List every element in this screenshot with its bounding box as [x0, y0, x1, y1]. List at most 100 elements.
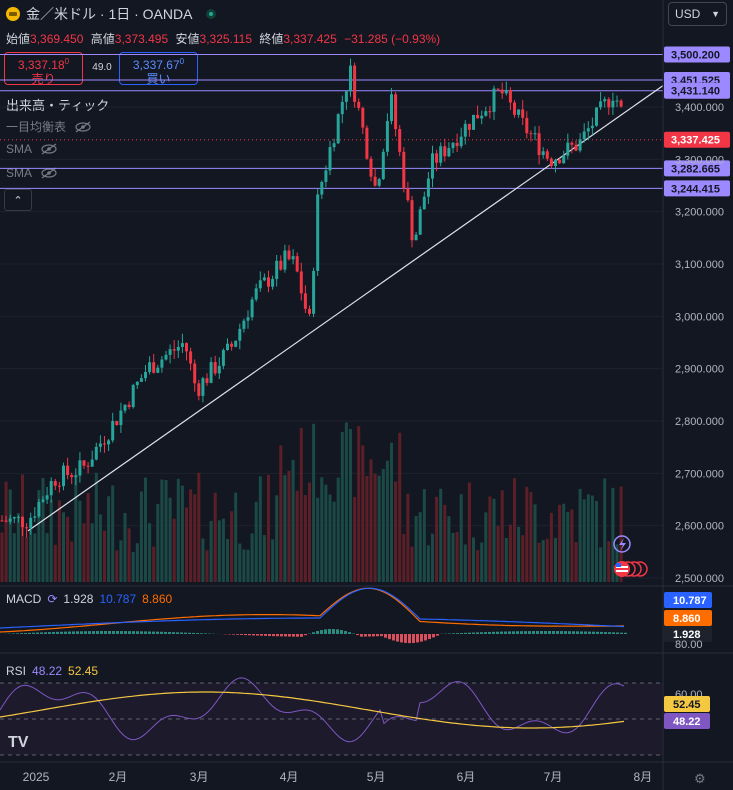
candle-body	[66, 465, 70, 475]
sma2-label-text: SMA	[6, 166, 33, 180]
level-label-bg	[664, 82, 730, 99]
macd-histogram-bar	[344, 630, 347, 634]
macd-settings-icon[interactable]: ⟳	[47, 592, 58, 606]
sell-button[interactable]: 3,337.180 売り	[4, 52, 83, 86]
volume-bar	[414, 515, 418, 582]
sma2-indicator-label[interactable]: SMA	[6, 166, 58, 180]
rsi-legend[interactable]: RSI 48.22 52.45	[6, 664, 98, 678]
ohlc-legend: 始値3,369.450 高値3,373.495 安値3,325.115 終値3,…	[6, 30, 444, 47]
buy-price: 3,337.67	[132, 58, 180, 72]
volume-bar	[398, 432, 402, 582]
volume-bar	[213, 492, 217, 582]
level-label: 3,431.140	[671, 86, 720, 98]
candle-body	[611, 100, 615, 108]
time-axis-label: 4月	[280, 770, 299, 784]
volume-bar	[566, 511, 570, 582]
volume-bar	[406, 493, 410, 582]
candle-body	[144, 372, 147, 379]
macd-histogram-bar	[112, 631, 115, 634]
volume-bar	[533, 504, 537, 582]
volume-bar	[476, 550, 480, 582]
candle-body	[160, 359, 164, 368]
ichimoku-indicator-label[interactable]: 一目均衡表	[6, 118, 92, 135]
candle-body	[53, 481, 57, 486]
volume-bar	[402, 534, 406, 582]
buy-button[interactable]: 3,337.670 買い	[119, 52, 198, 86]
volume-label-text: 出来高・ティック	[6, 98, 110, 113]
macd-histogram-bar	[484, 632, 487, 634]
macd-histogram-bar	[192, 632, 195, 634]
candle-body	[45, 495, 49, 500]
volume-bar	[418, 512, 422, 582]
sma1-indicator-label[interactable]: SMA	[6, 142, 58, 156]
current-price-label: 3,337.425	[671, 135, 720, 147]
macd-histogram-bar	[232, 634, 235, 635]
candle-body	[426, 178, 430, 197]
volume-bar	[525, 486, 529, 582]
candle-body	[480, 115, 484, 119]
volume-bar	[562, 503, 566, 582]
volume-bar	[226, 538, 229, 582]
buy-label: 買い	[146, 72, 171, 86]
macd-histogram-bar	[496, 631, 499, 634]
candle-body	[107, 440, 111, 445]
eye-hidden-icon[interactable]	[40, 167, 58, 179]
macd-histogram-bar	[516, 631, 519, 634]
macd-histogram-bar	[236, 634, 239, 635]
tradingview-logo[interactable]: TV	[8, 734, 29, 751]
close-value: 3,337.425	[283, 32, 337, 46]
macd-histogram-bar	[536, 631, 539, 634]
volume-bar	[472, 537, 475, 582]
volume-bar	[291, 459, 295, 582]
volume-bar	[390, 442, 393, 582]
volume-indicator-label[interactable]: 出来高・ティック	[6, 95, 109, 114]
volume-bar	[361, 445, 365, 582]
candle-body	[349, 65, 352, 92]
macd-histogram-bar	[456, 633, 459, 634]
macd-histogram-bar	[476, 632, 479, 634]
candle-body	[537, 133, 541, 156]
volume-bar	[217, 520, 221, 582]
macd-histogram-bar	[624, 632, 627, 634]
candle-body	[152, 362, 156, 373]
macd-histogram-bar	[608, 632, 611, 634]
macd-histogram-bar	[520, 631, 523, 634]
volume-bar	[603, 478, 607, 582]
macd-histogram-bar	[420, 634, 423, 642]
macd-histogram-bar	[368, 634, 371, 637]
macd-histogram-bar	[16, 633, 19, 634]
lightning-event-icon[interactable]	[613, 535, 631, 553]
macd-histogram-bar	[116, 631, 119, 634]
macd-histogram-bar	[124, 631, 127, 634]
volume-bar	[312, 423, 316, 582]
volume-bar	[426, 545, 430, 582]
rsi-axis-label-bg	[664, 696, 710, 712]
macd-histogram-bar	[620, 632, 623, 634]
candle-body	[381, 151, 385, 180]
macd-histogram-bar	[576, 631, 579, 634]
candle-body	[209, 362, 213, 383]
eye-hidden-icon[interactable]	[74, 121, 92, 133]
macd-legend[interactable]: MACD ⟳ 1.928 10.787 8.860	[6, 592, 172, 606]
macd-histogram-bar	[388, 634, 391, 640]
candle-body	[414, 234, 418, 241]
current-price-label-bg	[664, 131, 730, 148]
candle-body	[119, 410, 123, 426]
volume-bar	[250, 533, 254, 582]
volume-bar	[25, 536, 29, 582]
eye-hidden-icon[interactable]	[40, 143, 58, 155]
candle-body	[554, 159, 557, 166]
macd-histogram-bar	[384, 634, 387, 638]
volume-bar	[139, 491, 143, 582]
gear-icon[interactable]: ⚙	[694, 771, 706, 786]
candle-body	[185, 343, 188, 352]
symbol-title[interactable]: 金／米ドル · 1日 · OANDA	[6, 4, 217, 24]
time-axis-label: 6月	[457, 770, 476, 784]
candle-body	[521, 109, 525, 118]
candle-body	[476, 114, 480, 119]
currency-select[interactable]: USD ▼	[668, 2, 727, 26]
candle-body	[250, 299, 254, 318]
collapse-legend-button[interactable]: ⌃	[4, 189, 32, 211]
volume-bar	[283, 475, 287, 582]
